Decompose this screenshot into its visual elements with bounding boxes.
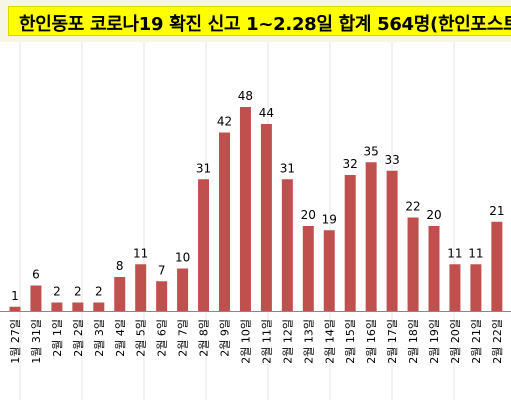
data-label-2: 2 <box>53 285 61 299</box>
x-tick-label-23: 2월 22일 <box>490 319 504 364</box>
data-label-18: 33 <box>384 153 399 167</box>
bar-2 <box>51 302 63 311</box>
data-label-1: 6 <box>32 268 40 282</box>
data-label-17: 35 <box>364 144 379 158</box>
bar-0 <box>9 306 21 311</box>
x-tick-label-12: 2월 11일 <box>259 319 273 364</box>
data-label-6: 11 <box>133 246 148 260</box>
x-tick-label-11: 2월 10일 <box>238 319 252 364</box>
x-tick-label-22: 2월 21일 <box>469 319 483 364</box>
bar-21 <box>449 264 461 311</box>
x-tick-label-8: 2월 7일 <box>176 319 190 357</box>
data-label-11: 48 <box>238 89 253 103</box>
x-tick-label-7: 2월 6일 <box>155 319 169 357</box>
bar-7 <box>156 281 168 311</box>
data-label-10: 42 <box>217 115 232 129</box>
data-label-8: 10 <box>175 251 190 265</box>
bar-22 <box>470 264 482 311</box>
bar-20 <box>428 226 440 311</box>
bar-18 <box>386 170 398 311</box>
x-tick-label-2: 2월 1일 <box>50 319 64 357</box>
x-tick-label-20: 2월 19일 <box>427 319 441 364</box>
bar-19 <box>407 217 419 311</box>
data-label-3: 2 <box>74 285 82 299</box>
bar-6 <box>135 264 147 311</box>
chart-title-box: 한인동포 코로나19 확진 신고 1~2.28일 합계 564명(한인포스트) <box>8 6 511 36</box>
x-tick-label-19: 2월 18일 <box>406 319 420 364</box>
data-label-14: 20 <box>301 208 316 222</box>
data-label-5: 8 <box>116 259 124 273</box>
bar-15 <box>323 230 335 311</box>
bar-11 <box>239 107 251 311</box>
x-tick-label-5: 2월 4일 <box>113 319 127 357</box>
x-tick-label-16: 2월 15일 <box>343 319 357 364</box>
bar-9 <box>198 179 210 311</box>
x-tick-label-1: 1월 31일 <box>29 319 43 364</box>
bar-1 <box>30 285 42 311</box>
data-label-7: 7 <box>158 263 166 277</box>
data-label-0: 1 <box>11 289 19 303</box>
data-label-15: 19 <box>322 212 337 226</box>
data-label-13: 31 <box>280 161 295 175</box>
title-bar: 한인동포 코로나19 확진 신고 1~2.28일 합계 564명(한인포스트) <box>0 0 511 42</box>
bar-12 <box>260 124 272 311</box>
x-tick-label-0: 1월 27일 <box>8 319 22 364</box>
x-tick-label-21: 2월 20일 <box>448 319 462 364</box>
x-tick-label-17: 2월 16일 <box>364 319 378 364</box>
x-tick-label-18: 2월 17일 <box>385 319 399 364</box>
x-tick-label-14: 2월 13일 <box>301 319 315 364</box>
data-label-23: 21 <box>489 204 504 218</box>
data-label-22: 11 <box>468 246 483 260</box>
bar-23 <box>491 221 503 311</box>
x-tick-label-13: 2월 12일 <box>280 319 294 364</box>
bar-3 <box>72 302 84 311</box>
x-tick-label-3: 2월 2일 <box>71 319 85 357</box>
bar-14 <box>302 226 314 311</box>
data-label-20: 20 <box>426 208 441 222</box>
data-label-12: 44 <box>259 106 274 120</box>
data-label-21: 11 <box>447 246 462 260</box>
bar-13 <box>281 179 293 311</box>
bar-16 <box>344 175 356 311</box>
data-label-16: 32 <box>343 157 358 171</box>
bar-5 <box>114 277 126 311</box>
bar-17 <box>365 162 377 311</box>
chart-title: 한인동포 코로나19 확진 신고 1~2.28일 합계 564명(한인포스트) <box>19 14 511 35</box>
x-tick-label-4: 2월 3일 <box>92 319 106 357</box>
x-tick-label-9: 2월 8일 <box>197 319 211 357</box>
x-tick-label-10: 2월 9일 <box>218 319 232 357</box>
bar-8 <box>177 268 189 311</box>
bar-4 <box>93 302 105 311</box>
x-tick-label-15: 2월 14일 <box>322 319 336 364</box>
bar-10 <box>219 132 230 311</box>
data-label-19: 22 <box>405 200 420 214</box>
data-label-4: 2 <box>95 285 103 299</box>
x-tick-label-6: 2월 5일 <box>134 319 148 357</box>
data-label-9: 31 <box>196 161 211 175</box>
